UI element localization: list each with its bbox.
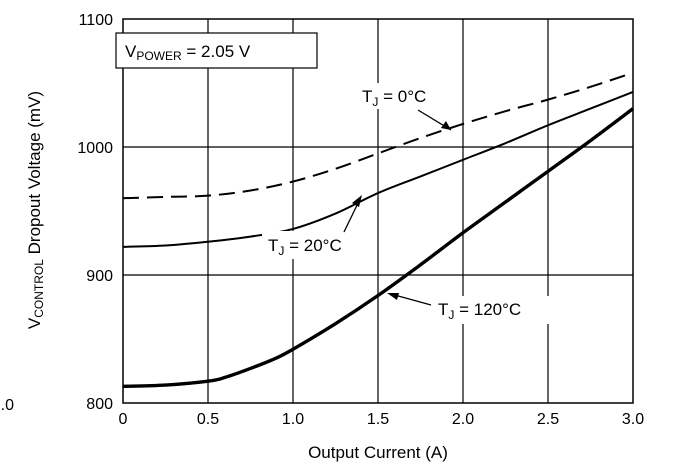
series-2-arrowhead	[387, 293, 399, 300]
series-lines	[122, 71, 635, 389]
series-line-1	[122, 91, 634, 248]
series-0-label: TJ = 0°C	[362, 87, 426, 109]
y-tick-label: 900	[86, 268, 113, 285]
y-tick-label: 1000	[77, 140, 113, 157]
x-tick-label: 0	[119, 411, 128, 428]
series-2-label: TJ = 120°C	[438, 300, 521, 322]
condition-box: VPOWER = 2.05 V	[115, 32, 318, 69]
y-axis-title: VCONTROL Dropout Voltage (mV)	[25, 91, 46, 329]
grid-lines	[123, 19, 633, 403]
series-0-annotation: TJ = 0°C	[356, 83, 452, 131]
x-axis-title: Output Current (A)	[308, 443, 448, 462]
y-tick-label: 800	[86, 396, 113, 413]
x-tick-label: 2.5	[537, 411, 559, 428]
series-0-arrowhead	[441, 121, 451, 130]
series-2-annotation: TJ = 120°C	[387, 293, 554, 324]
series-line-0	[122, 71, 634, 200]
x-tick-label: 1.0	[282, 411, 304, 428]
x-tick-label: 2.0	[452, 411, 474, 428]
x-tick-label: 1.5	[367, 411, 389, 428]
condition-label: VPOWER = 2.05 V	[125, 42, 251, 63]
series-1-arrowhead	[352, 195, 362, 207]
series-1-annotation: TJ = 20°C	[262, 195, 374, 259]
y-tick-label: 1100	[79, 12, 114, 29]
x-tick-label: 0.5	[197, 411, 219, 428]
x-tick-label: 3.0	[622, 411, 644, 428]
plot-frame	[122, 18, 634, 404]
series-1-label: TJ = 20°C	[268, 236, 342, 258]
series-line-2	[122, 107, 635, 389]
tick-labels: 0 0.5 1.0 1.5 2.0 2.5 3.0 800 900 1000 1100	[77, 12, 644, 428]
stray-tick-label: 3.0	[0, 397, 14, 414]
